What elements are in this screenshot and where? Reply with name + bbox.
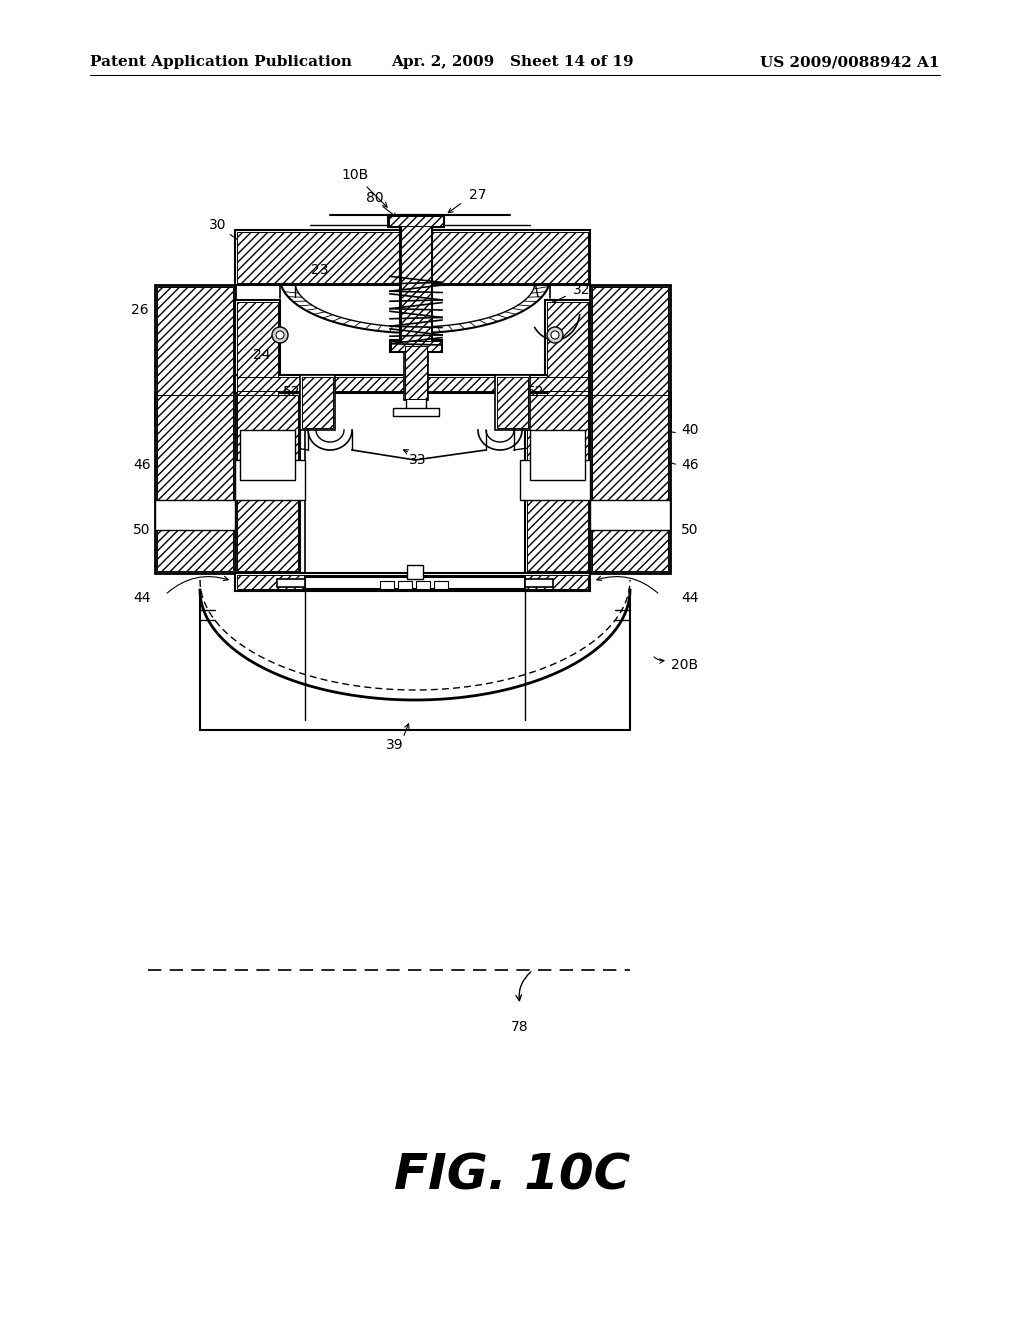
Bar xyxy=(530,430,585,480)
Text: 44: 44 xyxy=(681,591,698,605)
Text: 40: 40 xyxy=(681,422,698,437)
Bar xyxy=(497,378,528,428)
Bar xyxy=(400,215,432,345)
Text: Patent Application Publication: Patent Application Publication xyxy=(90,55,352,69)
Bar xyxy=(416,581,430,589)
Bar xyxy=(237,232,588,282)
Bar xyxy=(155,393,234,573)
Text: Apr. 2, 2009   Sheet 14 of 19: Apr. 2, 2009 Sheet 14 of 19 xyxy=(391,55,633,69)
Bar xyxy=(592,286,668,422)
Bar xyxy=(434,581,449,589)
Bar xyxy=(406,399,426,411)
Bar xyxy=(300,375,335,430)
Circle shape xyxy=(276,331,284,339)
Text: 44: 44 xyxy=(133,591,151,605)
Bar xyxy=(389,216,443,226)
Bar xyxy=(237,395,298,572)
Bar xyxy=(234,300,280,400)
Bar xyxy=(388,215,444,227)
Bar xyxy=(278,579,305,587)
Text: 20B: 20B xyxy=(672,657,698,672)
Text: 39: 39 xyxy=(386,738,403,752)
Text: 50: 50 xyxy=(681,523,698,537)
Text: US 2009/0088942 A1: US 2009/0088942 A1 xyxy=(761,55,940,69)
Bar xyxy=(545,300,590,400)
Bar xyxy=(547,302,588,399)
Bar xyxy=(404,345,428,400)
Bar xyxy=(237,576,588,589)
Bar xyxy=(525,579,553,587)
Text: 10B: 10B xyxy=(341,168,369,182)
Text: 30: 30 xyxy=(209,218,226,232)
Bar xyxy=(234,573,590,591)
Bar xyxy=(302,378,333,428)
Circle shape xyxy=(547,327,563,343)
Text: 50: 50 xyxy=(133,523,151,537)
Bar xyxy=(237,302,278,399)
Bar xyxy=(234,375,590,393)
Bar xyxy=(401,216,431,345)
Bar xyxy=(407,565,423,579)
Bar xyxy=(234,393,300,573)
Text: FIG. 10C: FIG. 10C xyxy=(394,1151,630,1199)
Text: 33: 33 xyxy=(410,453,427,467)
Bar xyxy=(240,430,295,480)
Bar xyxy=(590,285,670,425)
Text: 24: 24 xyxy=(253,348,270,362)
Text: 27: 27 xyxy=(469,187,486,202)
Bar xyxy=(157,395,233,572)
Circle shape xyxy=(272,327,288,343)
Bar xyxy=(592,395,668,572)
Bar xyxy=(390,341,442,352)
Text: 78: 78 xyxy=(511,1020,528,1034)
Bar xyxy=(237,378,588,391)
Bar xyxy=(155,285,234,425)
Bar xyxy=(305,577,525,589)
Bar xyxy=(527,395,588,572)
Bar xyxy=(495,375,530,430)
Bar xyxy=(234,459,305,500)
Bar xyxy=(590,393,670,573)
Text: 52: 52 xyxy=(284,385,301,399)
Bar xyxy=(590,500,670,531)
Bar xyxy=(398,581,412,589)
Text: 26: 26 xyxy=(131,304,148,317)
Bar xyxy=(380,581,394,589)
Circle shape xyxy=(551,331,559,339)
Text: 23: 23 xyxy=(311,263,329,277)
Bar xyxy=(406,346,427,399)
Text: 52: 52 xyxy=(527,385,545,399)
Bar xyxy=(234,230,590,285)
Text: 46: 46 xyxy=(133,458,151,473)
Text: 46: 46 xyxy=(681,458,698,473)
Text: 80: 80 xyxy=(367,191,384,205)
Bar xyxy=(525,393,590,573)
Bar xyxy=(393,408,439,416)
Text: 32: 32 xyxy=(573,282,591,297)
Bar xyxy=(391,341,441,351)
Bar xyxy=(155,500,234,531)
Bar xyxy=(157,286,233,422)
Bar xyxy=(520,459,590,500)
